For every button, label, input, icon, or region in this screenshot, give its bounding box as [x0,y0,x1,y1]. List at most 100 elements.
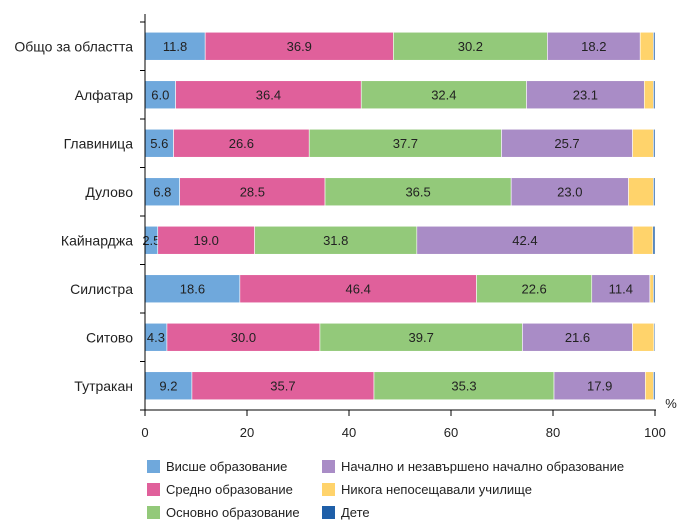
legend-swatch [322,460,335,473]
bar-segment [653,128,656,158]
data-label: 11.4 [609,281,633,296]
data-label: 21.6 [565,330,590,345]
bar-segment [526,80,645,110]
legend-swatch [147,506,160,519]
legend-label: Никога непосещавали училище [341,482,532,497]
category-labels: Общо за областта Алфатар Главиница Дулово Ка… [14,21,145,411]
bar-segment [476,274,593,304]
bar-segment [166,322,321,352]
bar-segment [652,225,656,255]
bar-segment [632,128,654,158]
x-tick-label: 80 [546,425,560,440]
bar-segment [639,31,654,61]
legend-label: Средно образование [166,482,293,497]
x-axis [144,14,656,411]
data-label: 32.4 [431,87,456,102]
data-label: 36.4 [256,87,281,102]
legend-swatch [147,483,160,496]
bar-segment [632,322,655,352]
data-label: 37.7 [393,136,418,151]
data-label: 46.4 [346,281,371,296]
bar-segment [653,322,656,352]
bar-segment [653,177,656,207]
bars-layer: 11.8 36.9 30.2 18.2 6.0 36.4 32.4 23.1 5.6 26.6 37… [142,31,656,401]
data-label: 2.5 [142,233,160,248]
bar-segment [501,128,633,158]
x-tick-label: 40 [342,425,356,440]
data-label: 35.7 [270,378,295,393]
x-ticks: 0 20 40 60 80 100 [141,410,666,440]
bar-segment [643,80,654,110]
bar-segment [144,274,241,304]
category-label: Ситово [86,329,133,345]
legend-label: Дете [341,505,370,520]
bar-segment [360,80,527,110]
data-label: 11.8 [163,39,187,54]
bar-segment [416,225,634,255]
x-tick-label: 60 [444,425,458,440]
data-label: 26.6 [229,136,254,151]
data-label: 30.0 [231,330,256,345]
bar-segment [191,371,375,401]
bar-segment [653,371,656,401]
bar-segment [632,225,654,255]
data-label: 6.0 [151,87,169,102]
data-label: 23.0 [557,184,582,199]
category-label: Силистра [70,281,133,297]
data-label: 36.5 [405,184,430,199]
bar-segment [157,225,255,255]
data-label: 6.8 [153,184,171,199]
bar-segment [254,225,418,255]
legend-label: Начално и незавършено начално образовани… [341,459,624,474]
data-label: 19.0 [194,233,219,248]
category-label: Кайнарджа [61,232,133,248]
unit-label: % [665,396,677,411]
bar-segment [553,371,646,401]
bar-segment [591,274,651,304]
x-tick-label: 20 [240,425,254,440]
category-label: Алфатар [75,87,134,103]
legend-label: Основно образование [166,505,300,520]
data-label: 30.2 [458,39,483,54]
category-label: Тутракан [74,378,133,394]
x-tick-label: 100 [644,425,666,440]
data-label: 9.2 [159,378,177,393]
data-label: 28.5 [240,184,265,199]
legend-swatch [322,506,335,519]
legend: Висше образование Средно образование Основ… [147,459,624,520]
bar-segment [144,31,206,61]
bar-segment [144,177,180,207]
bar-segment [393,31,548,61]
bar-segment [653,31,656,61]
data-label: 18.2 [581,39,606,54]
bar-segment [204,31,394,61]
bar-segment [319,322,523,352]
bar-segment [175,80,362,110]
bar-segment [649,274,654,304]
bar-segment [653,80,656,110]
bar-segment [144,80,176,110]
data-label: 23.1 [573,87,598,102]
category-label: Главиница [64,135,134,151]
category-label: Дулово [85,184,133,200]
data-label: 35.3 [451,378,476,393]
bar-segment [547,31,641,61]
legend-swatch [147,460,160,473]
data-label: 4.3 [147,330,165,345]
data-label: 17.9 [587,378,612,393]
data-label: 22.6 [521,281,546,296]
bar-segment [510,177,629,207]
data-label: 36.9 [287,39,312,54]
x-tick-label: 0 [141,425,148,440]
data-label: 42.4 [512,233,537,248]
data-label: 18.6 [180,281,205,296]
legend-swatch [322,483,335,496]
bar-segment [179,177,326,207]
data-label: 39.7 [409,330,434,345]
data-label: 31.8 [323,233,348,248]
legend-label: Висше образование [166,459,287,474]
data-label: 5.6 [150,136,168,151]
bar-segment [653,274,656,304]
data-label: 25.7 [554,136,579,151]
